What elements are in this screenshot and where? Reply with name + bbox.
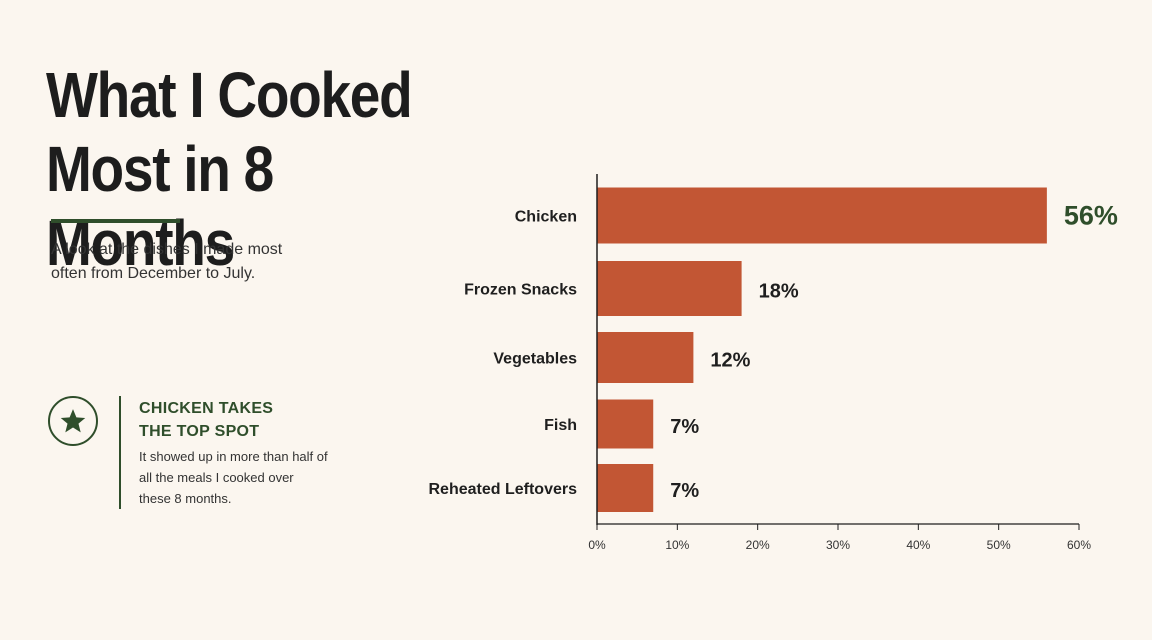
subtitle: A look at the dishes I made most often f… xyxy=(51,241,283,282)
category-label-1: Frozen Snacks xyxy=(464,282,577,299)
value-label-4: 7% xyxy=(670,480,699,502)
category-label-4: Reheated Leftovers xyxy=(429,481,578,498)
value-label-0: 56% xyxy=(1064,201,1118,231)
bar-2 xyxy=(597,332,694,383)
x-tick-label-2: 20% xyxy=(746,538,770,552)
category-label-2: Vegetables xyxy=(493,351,577,368)
star-icon xyxy=(60,409,86,433)
title-line-1: What I Cooked xyxy=(46,59,413,131)
callout-heading: CHICKEN TAKES THE TOP SPOT xyxy=(139,397,319,443)
bar-1 xyxy=(597,261,742,316)
x-tick-label-1: 10% xyxy=(665,538,689,552)
callout-text: It showed up in more than half of all th… xyxy=(139,449,328,506)
title-underline xyxy=(51,219,180,223)
x-tick-label-0: 0% xyxy=(588,538,606,552)
callout-heading-line-1: CHICKEN TAKES xyxy=(139,400,274,417)
category-label-3: Fish xyxy=(544,417,577,434)
x-tick-label-5: 50% xyxy=(987,538,1011,552)
x-tick-label-4: 40% xyxy=(906,538,930,552)
bar-4 xyxy=(597,464,654,512)
value-label-3: 7% xyxy=(670,416,699,438)
x-tick-label-3: 30% xyxy=(826,538,850,552)
x-tick-label-6: 60% xyxy=(1067,538,1091,552)
value-label-2: 12% xyxy=(710,350,750,372)
callout-badge xyxy=(48,396,98,446)
bar-0 xyxy=(597,187,1047,244)
category-label-0: Chicken xyxy=(515,209,577,226)
callout-divider xyxy=(119,396,121,509)
page-title: What I Cooked Most in 8 Months xyxy=(46,58,416,280)
bar-3 xyxy=(597,399,654,449)
callout-heading-line-2: THE TOP SPOT xyxy=(139,423,260,440)
value-label-1: 18% xyxy=(759,281,799,303)
